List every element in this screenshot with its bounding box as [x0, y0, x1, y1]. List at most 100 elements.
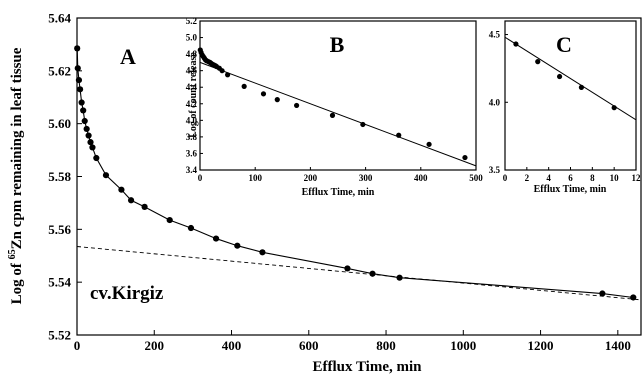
panel-a-data-point: [93, 154, 100, 162]
panel-b-x-tick-label: 0: [198, 173, 203, 183]
panel-c-x-tick-label: 6: [568, 173, 573, 183]
panel-a-y-tick-label: 5.60: [48, 116, 71, 131]
panel-b-data-point: [294, 102, 300, 109]
panel-a-axes: 0 200 400 600 800 1000 1200 14005.525.545.565.5…: [48, 11, 631, 354]
panel-a-data-point: [81, 117, 88, 125]
panel-c-data-point: [535, 59, 541, 65]
panel-b-data-point: [225, 72, 231, 78]
panel-b-y-tick-label: 4.6: [186, 66, 198, 76]
panel-b-x-tick-label: 100: [248, 173, 262, 183]
panel-b-label: B: [330, 32, 345, 57]
panel-a-data-point: [75, 76, 83, 84]
panel-a-data-point: [76, 86, 84, 93]
panel-b-regression-line: [199, 61, 477, 167]
panel-c-data-point: [611, 105, 617, 111]
panel-c-y-tick-label: 4.0: [489, 97, 501, 107]
panel-b-y-tick-label: 4.2: [186, 99, 198, 109]
panel-a-y-tick-label: 5.62: [48, 63, 71, 78]
panel-a-data-point: [87, 139, 94, 146]
panel-c-x-tick-label: 10: [610, 173, 620, 183]
panel-a-xlabel: Efflux Time, min: [312, 359, 422, 375]
panel-b-ylabel: Log of count release: [188, 52, 199, 138]
panel-c-data-point: [513, 41, 519, 47]
panel-b-data-point: [219, 68, 225, 74]
panel-c-y-tick-label: 4.5: [489, 30, 501, 40]
panel-a-data-point: [127, 197, 135, 204]
panel-c-xlabel: Efflux Time, min: [534, 184, 607, 195]
panel-a-x-tick-label: 600: [299, 338, 319, 353]
panel-a-x-tick-label: 0: [74, 338, 81, 353]
panel-c-axes: 0 2 4 6 8 10 12 3.5 4.0 4.5: [489, 30, 641, 183]
panel-a-x-tick-label: 1400: [605, 338, 631, 353]
panel-c-frame: [504, 20, 637, 171]
panel-b-y-tick-label: 4.4: [186, 82, 198, 92]
panel-a-data-point: [369, 270, 376, 277]
panel-b-data-point: [260, 91, 267, 97]
panel-c-x-tick-label: 2: [525, 173, 530, 183]
panel-c-x-tick-label: 12: [632, 173, 642, 183]
panel-a-y-tick-label: 5.56: [48, 222, 71, 237]
panel-a-data-point: [78, 99, 85, 106]
panel-a-data-point: [85, 132, 92, 139]
panel-a-data-point: [74, 65, 81, 72]
panel-b-x-tick-label: 500: [469, 173, 483, 183]
panel-a-y-tick-label: 5.52: [48, 328, 71, 343]
panel-a-series: [74, 45, 642, 301]
panel-b-y-tick-label: 3.6: [186, 148, 198, 158]
panel-b-x-tick-label: 400: [414, 173, 428, 183]
panel-a-label: A: [120, 44, 136, 69]
panel-a-dashed-line: [76, 246, 642, 301]
panel-c-inset: 0 2 4 6 8 10 12 3.5 4.0 4.5 C Efflux Time, min: [489, 20, 641, 195]
panel-b-data-point: [274, 97, 280, 103]
panel-a-data-point: [234, 242, 241, 249]
panel-a-data-point: [80, 107, 87, 114]
panel-b-x-tick-label: 300: [359, 173, 373, 183]
panel-a-data-point: [599, 290, 606, 297]
panel-b-data-point: [396, 132, 402, 138]
panel-a-x-tick-label: 1200: [528, 338, 554, 353]
panel-b-y-tick-label: 3.4: [186, 165, 198, 175]
panel-b-data-point: [241, 83, 247, 89]
panel-b-y-tick-label: 5.0: [186, 33, 198, 43]
panel-b-x-tick-label: 200: [304, 173, 318, 183]
panel-c-series: [504, 36, 637, 121]
panel-a-data-point: [141, 203, 148, 210]
panel-b-series: [197, 47, 477, 167]
panel-b-y-tick-label: 4.8: [186, 49, 198, 59]
panel-b-y-tick-label: 5.2: [186, 16, 198, 26]
panel-c-label: C: [556, 32, 572, 57]
panel-b-data-point: [462, 154, 468, 161]
panel-a-data-point: [344, 265, 351, 272]
panel-b-inset: 0 100 200 300 400 500 3.4 3.6 3.8 4.0 4.2 4.4 4.6 4.8…: [186, 16, 484, 198]
panel-a-x-tick-label: 800: [376, 338, 396, 353]
panel-a-data-point: [187, 224, 195, 232]
panel-a-y-tick-label: 5.64: [48, 11, 71, 26]
panel-a-data-point: [83, 125, 90, 133]
panel-a-x-tick-label: 400: [222, 338, 242, 353]
panel-b-y-tick-label: 3.8: [186, 132, 198, 142]
panel-c-y-tick-label: 3.5: [489, 165, 501, 175]
panel-a-y-tick-label: 5.54: [48, 275, 71, 290]
panel-c-x-tick-label: 8: [590, 173, 595, 183]
panel-a-ylabel: Log of 65Zn cpm remaining in leaf tissue: [7, 47, 25, 304]
panel-b-frame: [199, 20, 477, 171]
panel-c-x-tick-label: 0: [503, 173, 508, 183]
panel-a-data-point: [212, 235, 220, 242]
panel-b-y-tick-label: 4.0: [186, 115, 198, 125]
panel-a-data-point: [166, 216, 173, 224]
panel-a-data-point: [74, 45, 81, 52]
panel-a-y-tick-label: 5.58: [48, 169, 71, 184]
panel-c-data-point: [556, 73, 563, 80]
cultivar-annotation: cv.Kirgiz: [90, 283, 164, 304]
panel-a-data-point: [259, 249, 266, 256]
panel-c-x-tick-label: 4: [546, 173, 551, 183]
panel-a-data-point: [89, 144, 96, 151]
panel-b-data-point: [329, 112, 336, 118]
panel-c-data-point: [578, 84, 585, 90]
panel-b-xlabel: Efflux Time, min: [302, 187, 375, 198]
panel-a-x-tick-label: 1000: [450, 338, 476, 353]
panel-b-data-point: [426, 141, 432, 147]
panel-a-data-point: [102, 172, 110, 179]
panel-a-data-point: [396, 274, 403, 281]
